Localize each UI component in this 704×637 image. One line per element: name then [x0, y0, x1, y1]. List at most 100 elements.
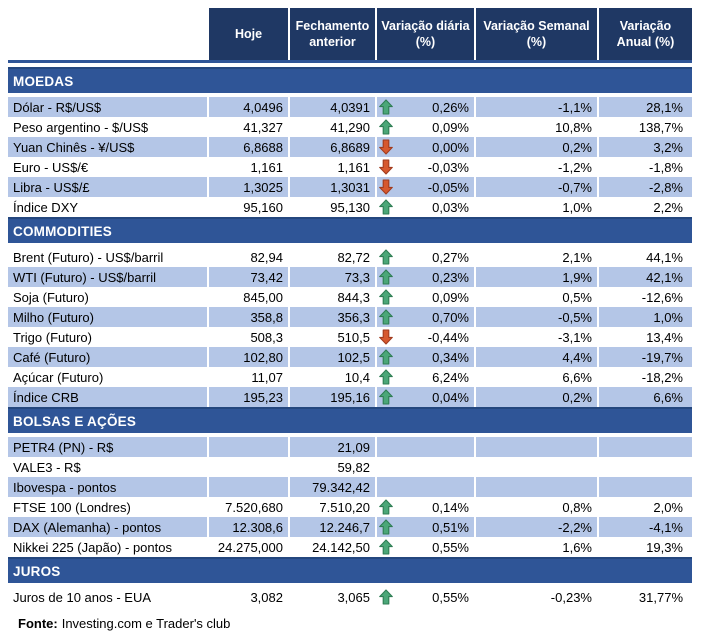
row-label: Juros de 10 anos - EUA	[8, 587, 207, 607]
daily-variation-cell: 0,55%	[375, 537, 474, 557]
previous-close-value: 6,8689	[288, 137, 375, 157]
annual-variation-value: 13,4%	[597, 327, 692, 347]
annual-variation-value: 1,0%	[597, 307, 692, 327]
previous-close-value: 1,161	[288, 157, 375, 177]
annual-variation-value: 6,6%	[597, 387, 692, 407]
table-row: FTSE 100 (Londres) 7.520,680 7.510,20 0,14%…	[8, 497, 692, 517]
table-row: Índice DXY 95,160 95,130 0,03% 1,0% 2,2%	[8, 197, 692, 217]
table-row: DAX (Alemanha) - pontos 12.308,6 12.246,7 0…	[8, 517, 692, 537]
daily-variation-value: 0,00%	[432, 139, 469, 155]
previous-close-value: 3,065	[288, 587, 375, 607]
row-label: Milho (Futuro)	[8, 307, 207, 327]
table-row: Nikkei 225 (Japão) - pontos 24.275,000 24.…	[8, 537, 692, 557]
header-divider	[8, 60, 692, 63]
previous-close-value: 356,3	[288, 307, 375, 327]
today-value: 73,42	[207, 267, 288, 287]
row-label: WTI (Futuro) - US$/barril	[8, 267, 207, 287]
table-row: Dólar - R$/US$ 4,0496 4,0391 0,26% -1,1% 28,1…	[8, 97, 692, 117]
today-value: 95,160	[207, 197, 288, 217]
table-row: Café (Futuro) 102,80 102,5 0,34% 4,4% -19,7%	[8, 347, 692, 367]
row-label: Índice CRB	[8, 387, 207, 407]
weekly-variation-value	[474, 457, 597, 477]
header-gap	[8, 63, 692, 67]
previous-close-value: 844,3	[288, 287, 375, 307]
today-value: 7.520,680	[207, 497, 288, 517]
daily-variation-cell	[375, 437, 474, 457]
up-arrow-icon	[379, 369, 393, 385]
up-arrow-icon	[379, 589, 393, 605]
section-header-moedas: MOEDAS	[8, 67, 692, 93]
daily-variation-value: 0,51%	[432, 519, 469, 535]
annual-variation-value: -2,8%	[597, 177, 692, 197]
annual-variation-value: 3,2%	[597, 137, 692, 157]
daily-variation-cell: 0,51%	[375, 517, 474, 537]
daily-variation-cell: 0,09%	[375, 117, 474, 137]
today-value: 358,8	[207, 307, 288, 327]
annual-variation-value	[597, 437, 692, 457]
previous-close-value: 102,5	[288, 347, 375, 367]
weekly-variation-value: 1,6%	[474, 537, 597, 557]
source-label: Fonte:	[18, 616, 58, 631]
row-label: DAX (Alemanha) - pontos	[8, 517, 207, 537]
today-value: 82,94	[207, 247, 288, 267]
weekly-variation-value: 10,8%	[474, 117, 597, 137]
row-label: Soja (Futuro)	[8, 287, 207, 307]
daily-variation-cell: 0,55%	[375, 587, 474, 607]
annual-variation-value: 44,1%	[597, 247, 692, 267]
previous-close-value: 7.510,20	[288, 497, 375, 517]
down-arrow-icon	[379, 159, 393, 175]
weekly-variation-value: 4,4%	[474, 347, 597, 367]
daily-variation-cell: 0,09%	[375, 287, 474, 307]
row-label: Euro - US$/€	[8, 157, 207, 177]
section-gap	[8, 583, 692, 587]
daily-variation-value: 0,09%	[432, 289, 469, 305]
daily-variation-cell: -0,05%	[375, 177, 474, 197]
up-arrow-icon	[379, 349, 393, 365]
today-value: 1,161	[207, 157, 288, 177]
weekly-variation-value: -3,1%	[474, 327, 597, 347]
column-header-variacao-anual: Variação Anual (%)	[597, 8, 692, 60]
section-gap	[8, 93, 692, 97]
daily-variation-cell: 6,24%	[375, 367, 474, 387]
weekly-variation-value: 0,2%	[474, 387, 597, 407]
annual-variation-value: 2,0%	[597, 497, 692, 517]
column-header-fechamento-anterior: Fechamento anterior	[288, 8, 375, 60]
row-label: Brent (Futuro) - US$/barril	[8, 247, 207, 267]
column-header-hoje: Hoje	[207, 8, 288, 60]
daily-variation-cell: 0,27%	[375, 247, 474, 267]
daily-variation-value: 0,09%	[432, 119, 469, 135]
table-row: Ibovespa - pontos 79.342,42	[8, 477, 692, 497]
weekly-variation-value: 1,9%	[474, 267, 597, 287]
daily-variation-cell: 0,04%	[375, 387, 474, 407]
daily-variation-value: 0,14%	[432, 499, 469, 515]
previous-close-value: 10,4	[288, 367, 375, 387]
annual-variation-value: 19,3%	[597, 537, 692, 557]
daily-variation-value: 0,03%	[432, 199, 469, 215]
annual-variation-value: 31,77%	[597, 587, 692, 607]
table-row: Trigo (Futuro) 508,3 510,5 -0,44% -3,1% 13,4%	[8, 327, 692, 347]
previous-close-value: 82,72	[288, 247, 375, 267]
section-title: BOLSAS E AÇÕES	[13, 413, 137, 429]
row-label: Trigo (Futuro)	[8, 327, 207, 347]
column-header-variacao-semanal: Variação Semanal (%)	[474, 8, 597, 60]
daily-variation-value: 0,04%	[432, 389, 469, 405]
row-label: FTSE 100 (Londres)	[8, 497, 207, 517]
previous-close-value: 1,3031	[288, 177, 375, 197]
previous-close-value: 59,82	[288, 457, 375, 477]
section-header-juros: JUROS	[8, 557, 692, 583]
section-title: JUROS	[13, 563, 61, 579]
annual-variation-value	[597, 477, 692, 497]
row-label: Nikkei 225 (Japão) - pontos	[8, 537, 207, 557]
section-title: COMMODITIES	[13, 223, 112, 239]
annual-variation-value: -1,8%	[597, 157, 692, 177]
up-arrow-icon	[379, 539, 393, 555]
daily-variation-value: -0,03%	[427, 159, 469, 175]
daily-variation-cell: -0,44%	[375, 327, 474, 347]
daily-variation-value: -0,44%	[427, 329, 469, 345]
daily-variation-value: 0,26%	[432, 99, 469, 115]
table-row: Milho (Futuro) 358,8 356,3 0,70% -0,5% 1,0%	[8, 307, 692, 327]
previous-close-value: 21,09	[288, 437, 375, 457]
table-row: Libra - US$/£ 1,3025 1,3031 -0,05% -0,7% -2,8…	[8, 177, 692, 197]
section-gap	[8, 433, 692, 437]
annual-variation-value: -18,2%	[597, 367, 692, 387]
